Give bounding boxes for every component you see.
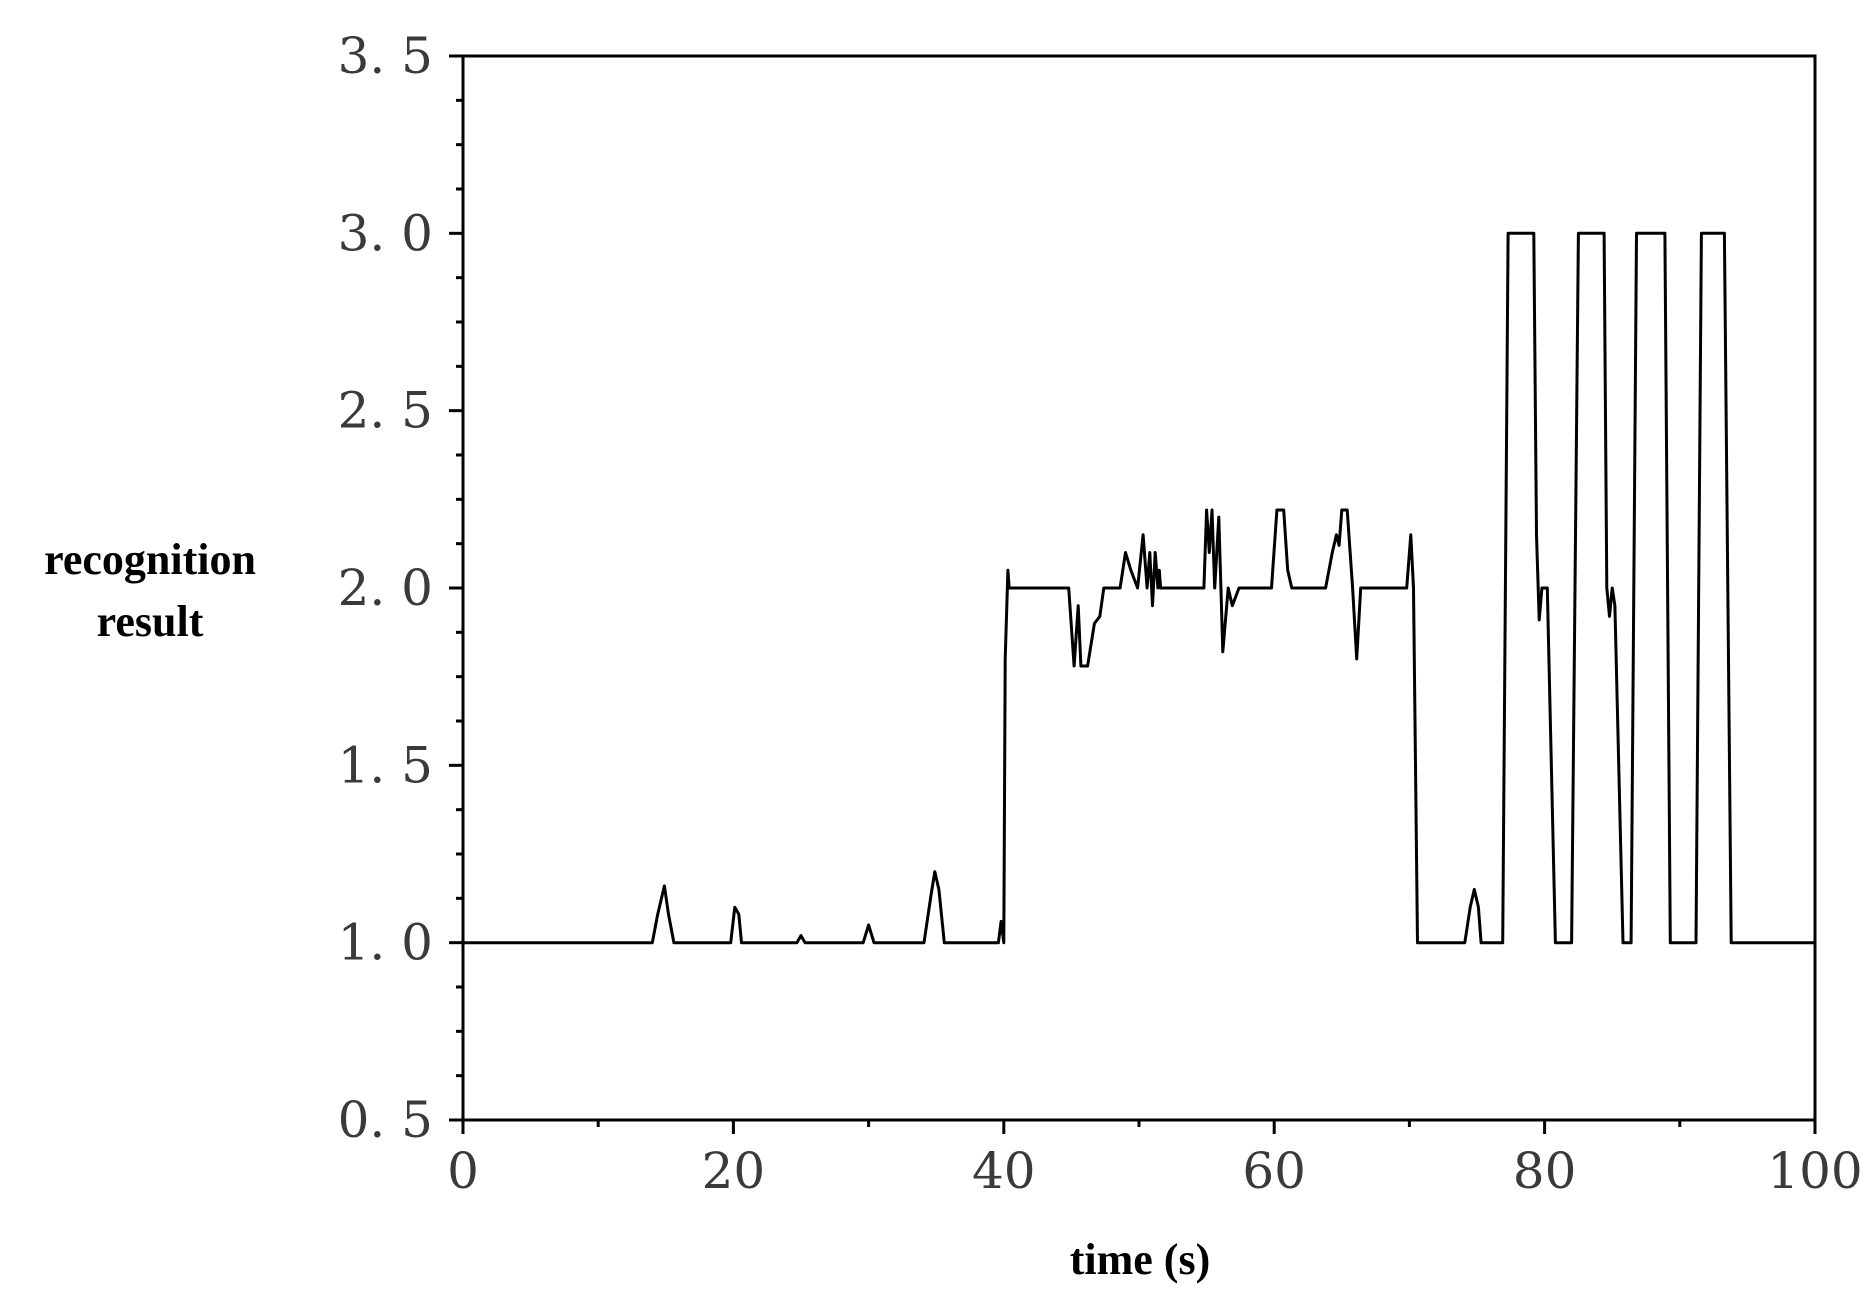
x-tick-label: 20 — [702, 1142, 766, 1200]
plot-frame — [461, 54, 1817, 1122]
series-line-recognition-result — [463, 231, 1815, 945]
y-axis-title-line1: recognition — [44, 535, 256, 584]
y-tick-label: 3. 5 — [338, 27, 433, 85]
x-tick-label: 40 — [972, 1142, 1036, 1200]
x-tick-label: 100 — [1767, 1142, 1862, 1200]
y-axis-title-line2: result — [97, 597, 204, 646]
y-tick-label: 2. 0 — [338, 559, 433, 617]
x-axis-title: time (s) — [1070, 1235, 1211, 1284]
y-tick-labels: 0. 5 1. 0 1. 5 2. 0 2. 5 3. 0 3. 5 — [338, 27, 433, 1149]
x-tick-labels: 0 20 40 60 80 100 — [447, 1142, 1863, 1200]
y-tick-label: 0. 5 — [338, 1091, 433, 1149]
y-tick-label: 2. 5 — [338, 382, 433, 440]
y-tick-label: 1. 0 — [338, 914, 433, 972]
y-tick-label: 1. 5 — [338, 736, 433, 794]
y-tick-label: 3. 0 — [338, 204, 433, 262]
x-tick-label: 60 — [1242, 1142, 1306, 1200]
x-tick-label: 80 — [1513, 1142, 1577, 1200]
x-tick-label: 0 — [447, 1142, 479, 1200]
